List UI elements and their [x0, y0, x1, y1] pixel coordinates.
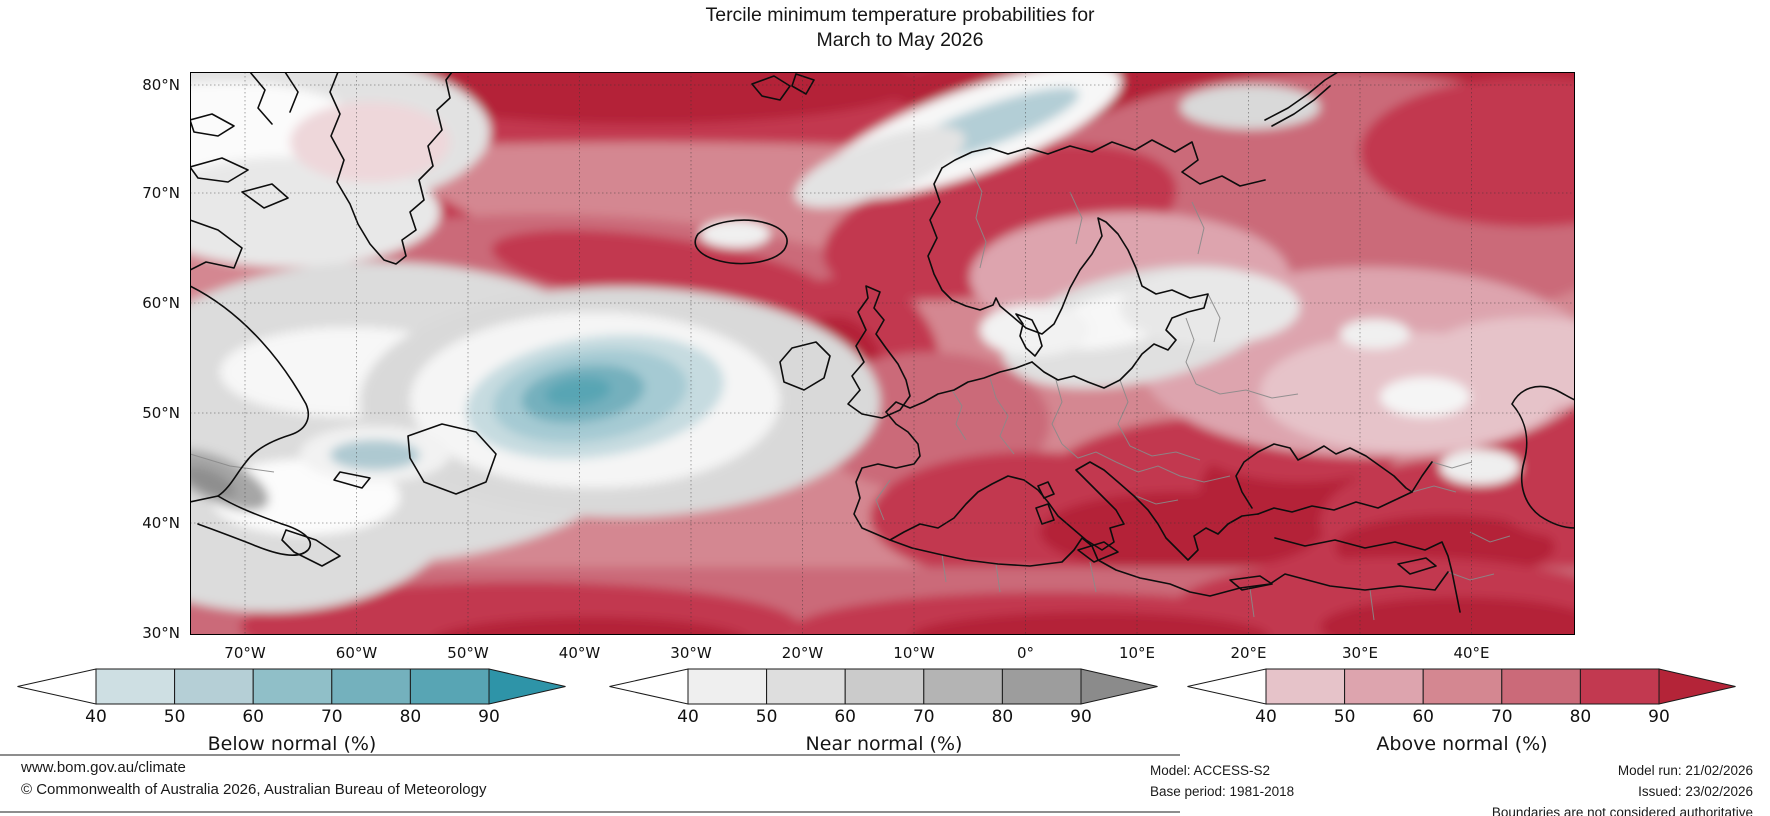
lon-label-20w: 20°W — [781, 644, 824, 662]
colorbar-below-normal — [17, 668, 566, 705]
below-tick-80: 80 — [399, 707, 422, 727]
footer-model-block: Model: ACCESS-S2 Base period: 1981-2018 — [1150, 760, 1294, 802]
graticule — [190, 72, 1575, 635]
page-title: Tercile minimum temperature probabilitie… — [0, 3, 1770, 53]
lon-label-40e: 40°E — [1453, 644, 1490, 662]
footer-top-rule — [0, 754, 1180, 756]
lon-label-30w: 30°W — [670, 644, 712, 662]
model-run-text: Model run: 21/02/2026 — [1617, 763, 1753, 778]
issued-text: Issued: 23/02/2026 — [1638, 784, 1753, 799]
near-tick-60: 60 — [834, 707, 856, 727]
title-line-1: Tercile minimum temperature probabilitie… — [705, 4, 1095, 26]
lon-label-0: 0° — [1016, 644, 1035, 662]
model-text: Model: ACCESS-S2 — [1150, 763, 1271, 778]
colorbar-above-normal — [1187, 668, 1736, 705]
below-normal-label: Below normal (%) — [207, 733, 377, 755]
below-tick-40: 40 — [85, 707, 107, 727]
lon-label-30e: 30°E — [1341, 644, 1379, 662]
colorbar-near-normal — [609, 668, 1158, 705]
coastlines — [190, 72, 1575, 613]
lon-label-40w: 40°W — [558, 644, 601, 662]
title-line-2: March to May 2026 — [816, 29, 984, 51]
near-tick-80: 80 — [991, 707, 1014, 727]
lat-label-60n: 60°N — [142, 294, 180, 312]
above-tick-60: 60 — [1412, 707, 1434, 727]
footer-run-block: Model run: 21/02/2026 Issued: 23/02/2026… — [1200, 760, 1753, 816]
above-normal-label: Above normal (%) — [1376, 733, 1548, 755]
lat-label-50n: 50°N — [142, 404, 180, 422]
map-border — [190, 72, 1575, 635]
lon-label-60w: 60°W — [335, 644, 378, 662]
lon-label-10e: 10°E — [1118, 644, 1156, 662]
above-tick-90: 90 — [1648, 707, 1670, 727]
above-tick-80: 80 — [1569, 707, 1592, 727]
near-tick-90: 90 — [1070, 707, 1092, 727]
lon-label-10w: 10°W — [893, 644, 935, 662]
above-tick-40: 40 — [1255, 707, 1277, 727]
probability-map — [190, 72, 1575, 635]
below-tick-90: 90 — [478, 707, 500, 727]
website-link[interactable]: www.bom.gov.au/climate — [21, 759, 186, 776]
disclaimer-text: Boundaries are not considered authoritat… — [1491, 805, 1753, 816]
below-tick-70: 70 — [320, 707, 343, 727]
country-borders — [190, 167, 1511, 621]
copyright-text: © Commonwealth of Australia 2026, Austra… — [21, 781, 487, 798]
below-tick-60: 60 — [242, 707, 264, 727]
base-period-text: Base period: 1981-2018 — [1150, 784, 1295, 799]
footer-bottom-rule — [0, 811, 1180, 813]
lon-label-20e: 20°E — [1230, 644, 1267, 662]
above-tick-50: 50 — [1333, 707, 1356, 727]
lat-label-80n: 80°N — [142, 76, 180, 94]
lat-label-70n: 70°N — [142, 184, 180, 202]
near-tick-70: 70 — [912, 707, 935, 727]
above-tick-70: 70 — [1490, 707, 1513, 727]
below-tick-50: 50 — [163, 707, 186, 727]
near-tick-40: 40 — [677, 707, 699, 727]
lon-label-70w: 70°W — [224, 644, 266, 662]
near-normal-label: Near normal (%) — [805, 733, 963, 755]
lat-label-40n: 40°N — [142, 514, 180, 532]
lat-label-30n: 30°N — [142, 624, 180, 642]
lon-label-50w: 50°W — [447, 644, 489, 662]
footer-left-block: www.bom.gov.au/climate © Commonwealth of… — [21, 757, 486, 801]
map-canvas — [190, 72, 1575, 635]
near-tick-50: 50 — [755, 707, 778, 727]
